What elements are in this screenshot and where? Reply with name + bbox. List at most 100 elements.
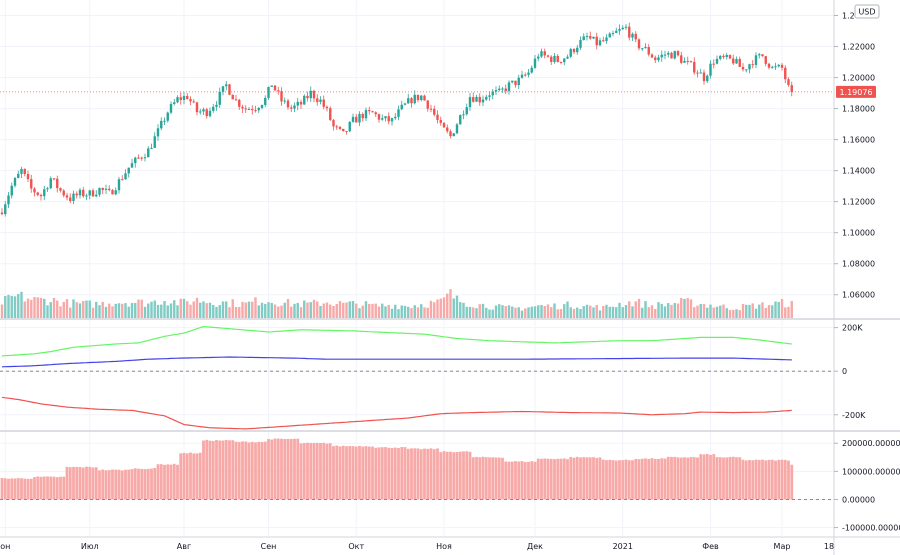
- candle-body: [699, 72, 702, 74]
- price-panel[interactable]: [0, 22, 834, 217]
- candle-body: [524, 74, 527, 76]
- histogram-bar: [673, 456, 677, 500]
- histogram-bar: [608, 459, 612, 500]
- histogram-bar: [280, 438, 283, 500]
- candle-body: [732, 58, 735, 64]
- candle-body: [358, 113, 361, 123]
- candle-body: [764, 56, 767, 64]
- candle-body: [329, 108, 332, 121]
- volume-bar: [195, 297, 199, 318]
- histogram-bar: [731, 456, 735, 500]
- histogram-bar: [215, 440, 218, 500]
- candle-body: [514, 80, 517, 86]
- candle-body: [472, 97, 475, 102]
- histogram-bar: [380, 447, 384, 500]
- histogram-bar: [536, 458, 540, 500]
- histogram-bar: [39, 476, 43, 500]
- volume-bar: [676, 303, 680, 318]
- candle-body: [517, 77, 520, 86]
- candle: [17, 170, 20, 179]
- histogram-tick-label: 0.00000: [842, 495, 875, 504]
- candle: [257, 106, 260, 114]
- candle: [234, 94, 238, 101]
- candle-body: [264, 97, 267, 105]
- histogram-bar: [176, 464, 179, 500]
- volume-bar: [156, 304, 160, 318]
- histogram-bar: [445, 451, 449, 500]
- candle: [556, 54, 559, 63]
- candle-body: [465, 107, 468, 115]
- candle-body: [364, 110, 368, 119]
- candle-body: [208, 110, 212, 117]
- volume-bar: [478, 304, 481, 318]
- candle-body: [111, 190, 114, 195]
- last-price-marker: 1.19076: [836, 85, 876, 98]
- volume-bar: [241, 301, 244, 318]
- histogram-bar: [582, 457, 586, 500]
- candle: [494, 86, 498, 95]
- histogram-bar: [468, 451, 472, 500]
- candle: [43, 185, 46, 201]
- candle-body: [478, 96, 481, 103]
- volume-bar: [628, 301, 631, 318]
- candle-body: [754, 55, 758, 65]
- histogram-bar: [3, 478, 7, 500]
- indicator-tick-label: -200K: [842, 411, 866, 420]
- candle-body: [696, 72, 699, 74]
- currency-badge[interactable]: USD: [854, 4, 880, 19]
- candle: [218, 87, 221, 108]
- candle-body: [468, 97, 472, 108]
- histogram-tick-label: 200000.00000: [842, 439, 900, 448]
- histogram-bar: [120, 470, 124, 500]
- volume-bar: [186, 301, 189, 318]
- indicator-panel-histogram[interactable]: [0, 438, 834, 500]
- histogram-bar: [36, 476, 40, 500]
- histogram-bar: [575, 456, 579, 500]
- histogram-bar: [52, 476, 56, 500]
- candle: [195, 101, 199, 116]
- histogram-bar: [686, 457, 690, 500]
- histogram-bar: [787, 460, 790, 500]
- volume-bar: [166, 305, 169, 318]
- volume-bar: [299, 307, 303, 318]
- time-axis[interactable]: он Июл Авг Сен Окт Ноя Дек 2021 Фев Мар 18: [0, 542, 834, 551]
- candle: [20, 166, 23, 179]
- histogram-bar: [20, 478, 23, 500]
- histogram-bar: [286, 438, 290, 500]
- candle-body: [17, 173, 20, 179]
- candle-body: [777, 64, 780, 67]
- histogram-bar: [572, 457, 576, 500]
- candle-body: [283, 100, 286, 102]
- candle: [381, 114, 384, 121]
- candle-body: [397, 109, 400, 117]
- histogram-bar: [559, 458, 563, 500]
- volume-bar: [72, 299, 75, 318]
- candle-body: [660, 54, 663, 58]
- indicator-panel-lines[interactable]: [0, 325, 834, 430]
- volume-bar: [693, 307, 696, 318]
- candle: [335, 124, 338, 130]
- volume-bar: [624, 305, 628, 318]
- candle-body: [319, 99, 322, 102]
- candle-body: [767, 63, 771, 68]
- volume-bar: [715, 306, 719, 318]
- candle-body: [686, 60, 689, 62]
- histogram-bar: [754, 459, 758, 500]
- price-axis[interactable]: 1.240001.220001.200001.180001.160001.140…: [834, 12, 900, 533]
- histogram-bar: [156, 464, 160, 500]
- volume-bar: [416, 307, 420, 318]
- histogram-bar: [263, 441, 267, 500]
- histogram-bar: [670, 456, 673, 500]
- candle-body: [608, 33, 611, 38]
- candle: [472, 92, 475, 103]
- candle: [225, 81, 228, 91]
- volume-bar: [452, 298, 455, 318]
- candle-body: [615, 30, 618, 33]
- histogram-bar: [218, 440, 222, 500]
- volume-bar: [608, 306, 611, 318]
- volume-bar: [644, 301, 647, 318]
- candle: [683, 57, 686, 63]
- candle-body: [189, 98, 192, 102]
